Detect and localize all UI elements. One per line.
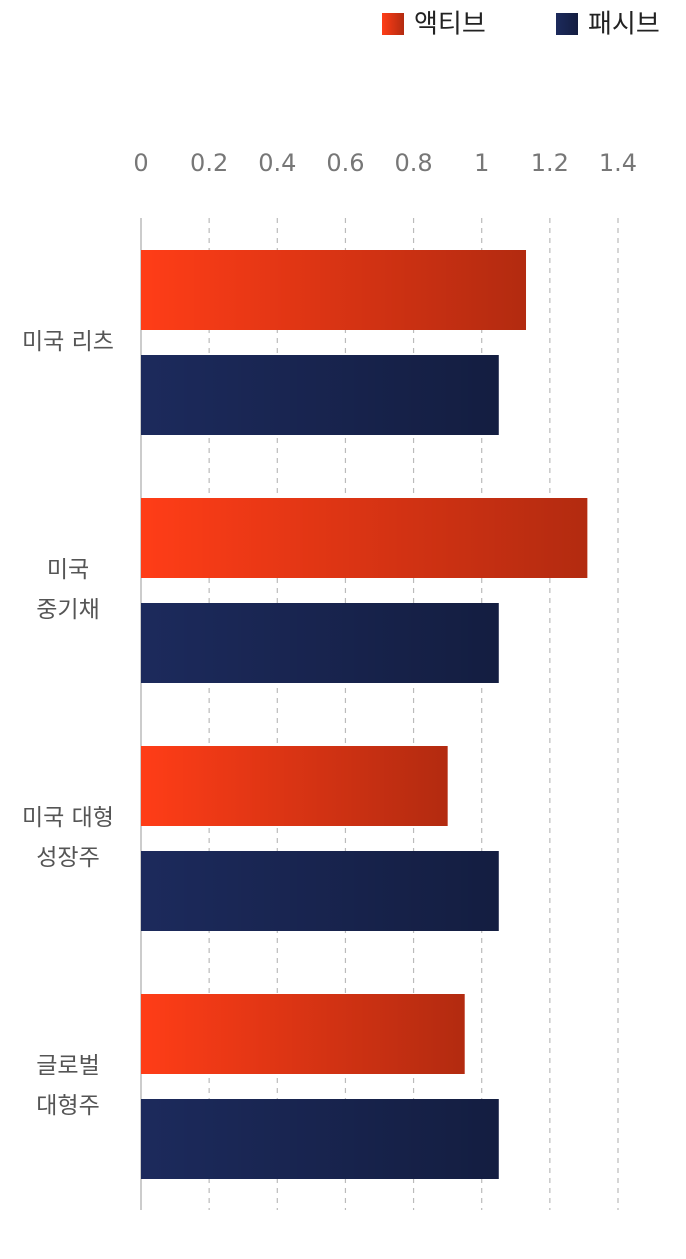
y-tick-label: 미국 리츠 bbox=[22, 329, 114, 355]
y-tick-label: 글로벌 대형주 bbox=[36, 1053, 100, 1119]
legend-swatch-shade bbox=[556, 13, 578, 35]
y-tick-label: 미국 중기채 bbox=[36, 557, 100, 623]
bar-shade bbox=[141, 1099, 499, 1179]
x-tick-label: 0.4 bbox=[258, 149, 296, 177]
y-tick-label: 미국 대형 성장주 bbox=[22, 805, 114, 871]
x-tick-label: 0.6 bbox=[326, 149, 364, 177]
bar-shade bbox=[141, 603, 499, 683]
x-tick-label: 0 bbox=[133, 149, 148, 177]
bar-shade bbox=[141, 355, 499, 435]
x-tick-label: 0.8 bbox=[394, 149, 432, 177]
legend-label: 액티브 bbox=[414, 10, 486, 40]
x-tick-label: 1.4 bbox=[599, 149, 637, 177]
legend-swatch-shade bbox=[382, 13, 404, 35]
bar-shade bbox=[141, 746, 448, 826]
bar-shade bbox=[141, 250, 527, 330]
x-tick-label: 1.2 bbox=[531, 149, 569, 177]
x-tick-label: 0.2 bbox=[190, 149, 228, 177]
bar-shade bbox=[141, 994, 465, 1074]
bar-shade bbox=[141, 498, 588, 578]
legend-label: 패시브 bbox=[588, 10, 660, 40]
bar-shade bbox=[141, 851, 499, 931]
x-tick-label: 1 bbox=[474, 149, 489, 177]
